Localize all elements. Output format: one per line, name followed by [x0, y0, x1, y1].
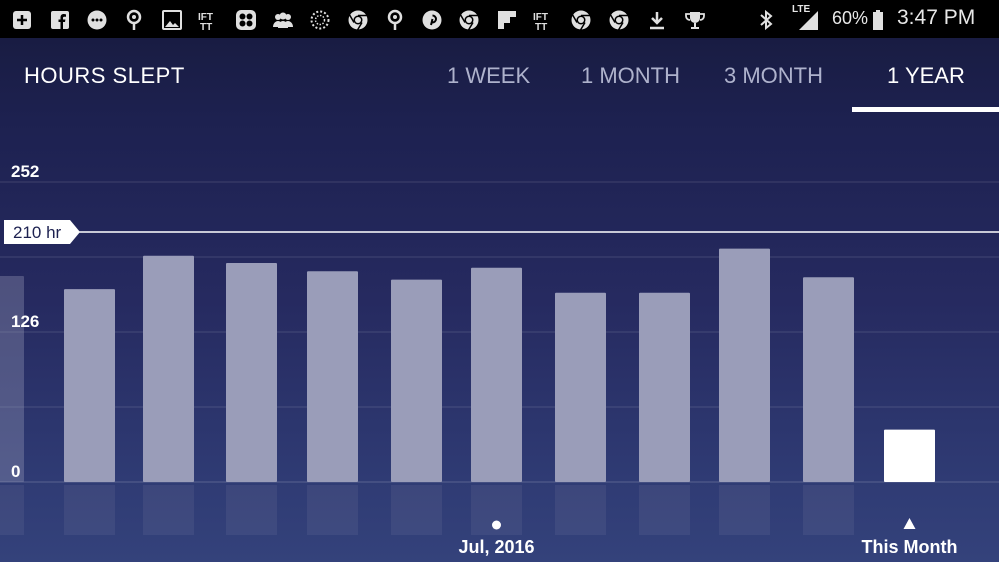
chart-bar[interactable] — [226, 262, 277, 482]
pinterest-icon — [422, 10, 442, 30]
download-icon — [650, 12, 664, 30]
tab-1-week[interactable]: 1 WEEK — [447, 63, 531, 88]
bar-reflection — [307, 485, 358, 535]
bar-reflection — [64, 485, 115, 535]
current-month-marker — [903, 518, 916, 529]
bar-reflection — [143, 485, 194, 535]
bar-reflection — [226, 485, 277, 535]
battery-percent: 60% — [832, 8, 869, 28]
chart-bar[interactable] — [639, 292, 690, 482]
group-icon — [273, 12, 293, 28]
bar-reflection — [0, 485, 24, 535]
chart-bar[interactable] — [0, 276, 24, 482]
svg-text:IFT: IFT — [533, 12, 548, 23]
chart-bar[interactable] — [884, 429, 935, 482]
page-title: HOURS SLEPT — [24, 63, 185, 88]
battery-icon — [873, 10, 883, 30]
chart-bar[interactable] — [143, 255, 194, 482]
chart-bar[interactable] — [803, 277, 854, 482]
svg-text:TT: TT — [200, 22, 212, 31]
messenger-icon — [87, 10, 107, 30]
goal-label: 210 hr — [13, 223, 62, 242]
sparkle-icon — [310, 10, 330, 30]
y-tick-label: 252 — [11, 162, 39, 181]
network-type-label: LTE — [792, 4, 811, 15]
add-box-icon — [13, 11, 31, 29]
bar-reflection — [639, 485, 690, 535]
goal-label-tag — [4, 220, 80, 244]
status-bar: IFT TT IFT TT LTE 60% 3:47 PM — [0, 0, 999, 38]
bar-reflection — [555, 485, 606, 535]
trophy-icon — [685, 12, 705, 29]
chrome-icon — [459, 10, 479, 31]
chart-bar[interactable] — [64, 289, 115, 482]
bluetooth-icon — [760, 9, 773, 31]
bar-reflection — [391, 485, 442, 535]
app-header: HOURS SLEPT 1 WEEK 1 MONTH 3 MONTH 1 YEA… — [0, 38, 999, 112]
chart-bar[interactable] — [555, 292, 606, 482]
y-tick-label: 0 — [11, 462, 20, 481]
image-icon — [162, 10, 182, 30]
svg-text:TT: TT — [535, 22, 547, 31]
tab-3-month[interactable]: 3 MONTH — [724, 63, 823, 88]
bar-reflection — [803, 485, 854, 535]
app-icon — [236, 10, 256, 30]
flipboard-icon — [498, 11, 516, 29]
active-tab-indicator — [852, 107, 999, 112]
lock-notification-icon — [387, 9, 403, 30]
tab-1-year[interactable]: 1 YEAR — [887, 63, 965, 88]
chart-bar[interactable] — [719, 248, 770, 482]
svg-text:IFT: IFT — [198, 12, 213, 23]
chart-bar[interactable] — [391, 279, 442, 482]
bar-reflection — [719, 485, 770, 535]
hours-slept-chart: 0 126 252 210 hr Jul, 2016 This Month — [0, 162, 999, 557]
tab-1-month[interactable]: 1 MONTH — [581, 63, 680, 88]
clock: 3:47 PM — [897, 6, 976, 29]
chrome-icon — [348, 10, 368, 31]
lock-notification-icon — [126, 9, 142, 30]
chrome-icon — [609, 10, 629, 31]
x-axis-label: Jul, 2016 — [458, 537, 534, 557]
y-tick-label: 126 — [11, 312, 39, 331]
month-marker-dot — [492, 520, 501, 530]
lte-signal-icon — [799, 11, 818, 30]
x-axis-label: This Month — [862, 537, 958, 557]
chrome-icon — [571, 10, 591, 31]
facebook-icon — [51, 11, 69, 29]
chart-bar[interactable] — [471, 267, 522, 482]
chart-bar[interactable] — [307, 271, 358, 482]
